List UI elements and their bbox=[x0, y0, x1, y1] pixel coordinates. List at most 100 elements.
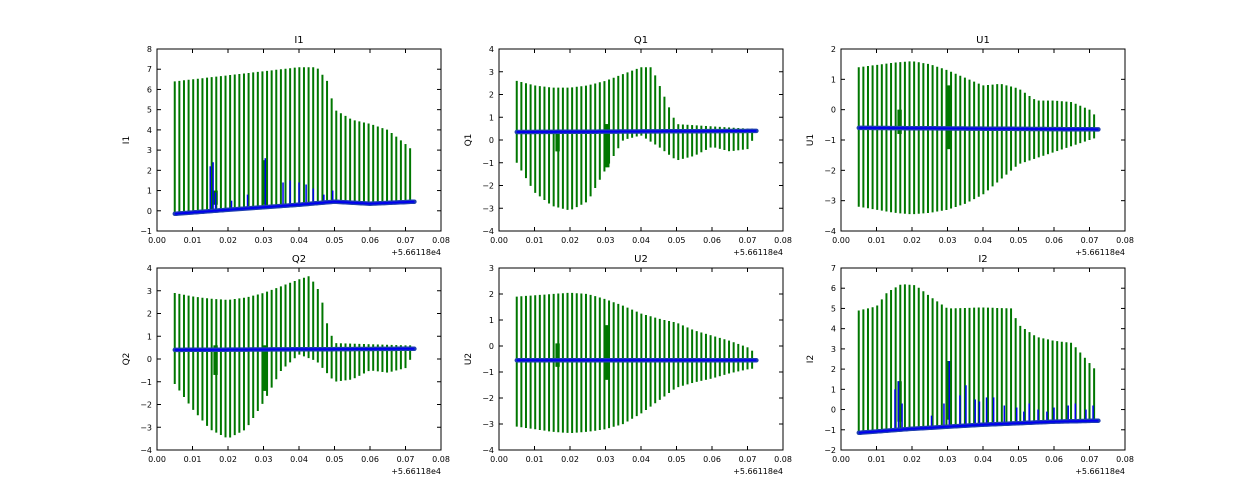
y-tick-label: 1 bbox=[831, 75, 836, 84]
y-tick-label: −1 bbox=[482, 368, 494, 377]
subplot-u2: U2 U2 0.00 0.01 0.02 0.03 0.04 0.05 0.06 0.07 0.08… bbox=[464, 254, 792, 476]
y-tick-label: 2 bbox=[147, 310, 152, 319]
subplot-title: I2 bbox=[978, 254, 987, 265]
y-tick-label: −4 bbox=[482, 227, 494, 236]
x-tick-label: 0.07 bbox=[739, 455, 757, 464]
y-tick-label: 6 bbox=[147, 85, 152, 94]
x-tick-label: 0.04 bbox=[632, 455, 650, 464]
y-tick-label: 8 bbox=[147, 45, 152, 54]
subplot-title: I1 bbox=[294, 35, 303, 46]
x-tick-label: 0.04 bbox=[974, 236, 992, 245]
y-tick-label: 6 bbox=[831, 284, 836, 293]
x-tick-label: 0.00 bbox=[832, 455, 850, 464]
series-line-core bbox=[174, 347, 415, 351]
x-tick-label: 0.00 bbox=[490, 236, 508, 245]
x-tick-label: 0.02 bbox=[903, 455, 921, 464]
x-tick-label: 0.00 bbox=[832, 236, 850, 245]
x-tick-label: 0.08 bbox=[774, 455, 792, 464]
y-tick-label: −2 bbox=[824, 446, 836, 455]
y-tick-label: 2 bbox=[147, 166, 152, 175]
x-offset-label: +5.66118e4 bbox=[1075, 248, 1125, 257]
x-tick-label: 0.06 bbox=[703, 455, 721, 464]
x-tick-label: 0.02 bbox=[219, 236, 237, 245]
subplot-i1: I1 I1 0.00 0.01 0.02 0.03 0.04 0.05 0.06 0.07 0.08… bbox=[122, 35, 450, 257]
y-tick-label: 3 bbox=[489, 264, 494, 273]
x-tick-label: 0.08 bbox=[432, 455, 450, 464]
x-offset-label: +5.66118e4 bbox=[1075, 467, 1125, 476]
y-tick-label: 0 bbox=[489, 342, 494, 351]
y-axis-label: U2 bbox=[464, 353, 474, 365]
subplot-u1: U1 U1 0.00 0.01 0.02 0.03 0.04 0.05 0.06 0.07 0.08… bbox=[806, 35, 1134, 257]
y-tick-label: 3 bbox=[489, 68, 494, 77]
x-offset-label: +5.66118e4 bbox=[733, 248, 783, 257]
x-tick-label: 0.08 bbox=[432, 236, 450, 245]
y-tick-label: 0 bbox=[147, 355, 152, 364]
x-tick-label: 0.00 bbox=[490, 455, 508, 464]
y-tick-label: −4 bbox=[824, 227, 836, 236]
y-tick-label: −2 bbox=[824, 166, 836, 175]
series-line-core bbox=[516, 129, 757, 133]
x-tick-label: 0.07 bbox=[1081, 236, 1099, 245]
y-tick-label: 2 bbox=[831, 45, 836, 54]
y-tick-label: 1 bbox=[489, 113, 494, 122]
x-tick-label: 0.02 bbox=[561, 455, 579, 464]
y-axis-label: U1 bbox=[806, 134, 816, 146]
subplot-title: U2 bbox=[634, 254, 648, 265]
y-axis-label: Q2 bbox=[122, 353, 132, 366]
x-tick-label: 0.01 bbox=[526, 455, 544, 464]
subplot-i2: I2 I2 0.00 0.01 0.02 0.03 0.04 0.05 0.06 0.07 0.08… bbox=[806, 254, 1134, 476]
plot-area bbox=[514, 67, 759, 210]
x-tick-label: 0.05 bbox=[668, 455, 686, 464]
y-tick-label: 1 bbox=[489, 316, 494, 325]
y-tick-label: 4 bbox=[147, 264, 152, 273]
y-tick-label: −1 bbox=[824, 136, 836, 145]
x-tick-label: 0.08 bbox=[1116, 236, 1134, 245]
x-tick-label: 0.02 bbox=[219, 455, 237, 464]
subplot-title: Q2 bbox=[292, 254, 306, 265]
y-tick-label: −4 bbox=[482, 446, 494, 455]
series-line-core bbox=[858, 126, 1099, 131]
y-tick-label: −1 bbox=[140, 378, 152, 387]
x-tick-label: 0.05 bbox=[326, 455, 344, 464]
plot-area bbox=[856, 61, 1101, 215]
y-tick-label: 1 bbox=[147, 187, 152, 196]
x-tick-label: 0.07 bbox=[397, 236, 415, 245]
x-tick-label: 0.04 bbox=[632, 236, 650, 245]
y-tick-label: −1 bbox=[140, 227, 152, 236]
x-tick-label: 0.06 bbox=[1045, 455, 1063, 464]
x-tick-label: 0.06 bbox=[1045, 236, 1063, 245]
y-tick-label: 2 bbox=[489, 290, 494, 299]
y-tick-label: 4 bbox=[147, 126, 152, 135]
y-tick-label: 0 bbox=[831, 406, 836, 415]
y-tick-label: −1 bbox=[482, 159, 494, 168]
x-tick-label: 0.04 bbox=[290, 455, 308, 464]
x-tick-label: 0.05 bbox=[1010, 236, 1028, 245]
x-offset-label: +5.66118e4 bbox=[733, 467, 783, 476]
x-tick-label: 0.08 bbox=[1116, 455, 1134, 464]
x-tick-label: 0.03 bbox=[597, 455, 615, 464]
subplot-q1: Q1 Q1 0.00 0.01 0.02 0.03 0.04 0.05 0.06 0.07 0.08… bbox=[464, 35, 792, 257]
plot-area bbox=[514, 292, 759, 433]
y-tick-label: 5 bbox=[147, 106, 152, 115]
plot-area bbox=[856, 284, 1101, 436]
y-tick-label: 0 bbox=[489, 136, 494, 145]
x-tick-label: 0.03 bbox=[255, 455, 273, 464]
y-tick-label: −4 bbox=[140, 446, 152, 455]
series-line-core bbox=[174, 200, 415, 215]
x-tick-label: 0.03 bbox=[255, 236, 273, 245]
y-tick-label: 4 bbox=[489, 45, 494, 54]
x-tick-label: 0.02 bbox=[903, 236, 921, 245]
x-tick-label: 0.06 bbox=[361, 236, 379, 245]
x-tick-label: 0.01 bbox=[526, 236, 544, 245]
y-tick-label: −2 bbox=[140, 401, 152, 410]
x-tick-label: 0.01 bbox=[184, 236, 202, 245]
subplot-title: Q1 bbox=[634, 35, 648, 46]
x-tick-label: 0.07 bbox=[397, 455, 415, 464]
x-tick-label: 0.03 bbox=[939, 236, 957, 245]
x-tick-label: 0.07 bbox=[739, 236, 757, 245]
x-tick-label: 0.06 bbox=[361, 455, 379, 464]
y-tick-label: −1 bbox=[824, 426, 836, 435]
x-tick-label: 0.04 bbox=[290, 236, 308, 245]
y-tick-label: 2 bbox=[489, 91, 494, 100]
y-tick-label: 2 bbox=[831, 365, 836, 374]
